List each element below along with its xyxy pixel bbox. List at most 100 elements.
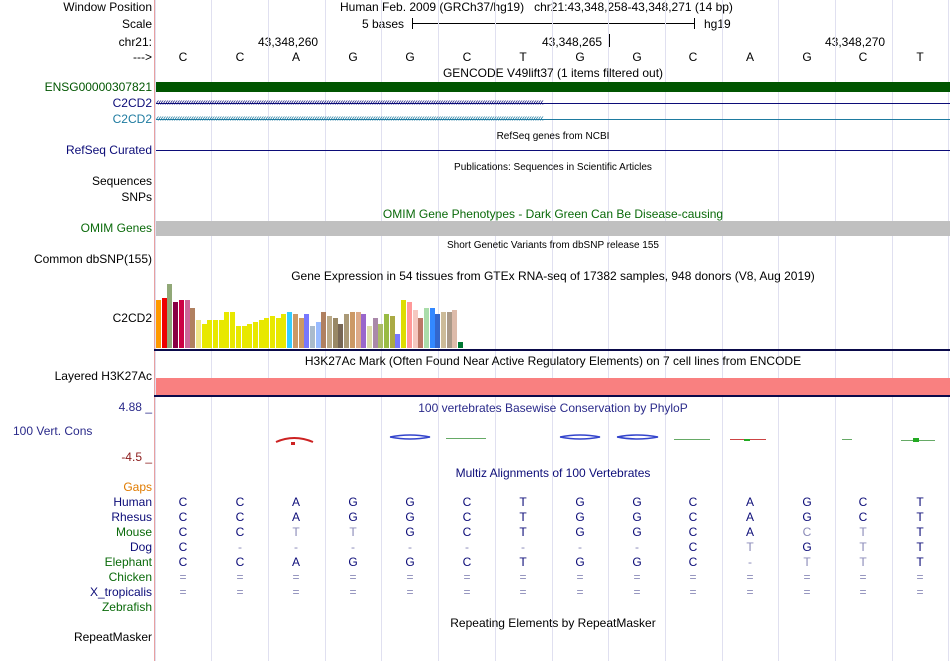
gtex-tissue-bar[interactable]: [423, 308, 429, 348]
gtex-tissue-bar[interactable]: [418, 318, 424, 348]
gtex-tissue-bar[interactable]: [452, 310, 458, 348]
gtex-tissue-bar[interactable]: [361, 314, 367, 348]
multiz-species-label[interactable]: Mouse: [115, 525, 152, 539]
phylop-track-label[interactable]: 100 Vert. Cons: [13, 424, 93, 438]
gtex-tissue-bar[interactable]: [458, 342, 464, 348]
gtex-tissue-bar[interactable]: [315, 322, 321, 348]
omim-track-label[interactable]: OMIM Genes: [80, 221, 152, 235]
refseq-track-label[interactable]: RefSeq Curated: [65, 143, 152, 157]
gtex-tissue-bar[interactable]: [309, 326, 315, 348]
omim-phenotype-bar[interactable]: [156, 221, 950, 236]
gtex-tissue-bar[interactable]: [167, 284, 173, 348]
gtex-tissue-bar[interactable]: [156, 300, 161, 348]
multiz-gaps-label[interactable]: Gaps: [123, 480, 152, 494]
gtex-tissue-bar[interactable]: [344, 314, 350, 348]
gtex-tissue-bar[interactable]: [184, 300, 190, 348]
gtex-tissue-bar[interactable]: [395, 334, 401, 348]
publications-sequences-label[interactable]: Sequences: [91, 174, 152, 188]
h3k27ac-track-title[interactable]: H3K27Ac Mark (Often Found Near Active Re…: [304, 354, 802, 368]
multiz-species-label[interactable]: Elephant: [104, 555, 152, 569]
multiz-species-label[interactable]: Zebrafish: [101, 600, 152, 614]
gtex-tissue-bar[interactable]: [281, 314, 287, 348]
gtex-tissue-bar[interactable]: [327, 316, 332, 348]
gtex-tissue-bar[interactable]: [298, 318, 304, 348]
base-guide-line: [495, 0, 496, 661]
phylop-track-title[interactable]: 100 vertebrates Basewise Conservation by…: [418, 401, 688, 415]
gencode-gene-label-2[interactable]: C2CD2: [112, 112, 152, 126]
gtex-tissue-bar[interactable]: [355, 312, 361, 348]
gtex-track-label[interactable]: C2CD2: [112, 311, 152, 325]
gtex-tissue-bar[interactable]: [435, 314, 441, 348]
publications-track-title[interactable]: Publications: Sequences in Scientific Ar…: [454, 162, 652, 173]
gtex-tissue-bar[interactable]: [235, 326, 241, 348]
multiz-species-label[interactable]: Chicken: [108, 570, 152, 584]
h3k27ac-track-label[interactable]: Layered H3K27Ac: [54, 369, 152, 383]
gtex-tissue-bar[interactable]: [406, 302, 412, 348]
gtex-tissue-bar[interactable]: [258, 320, 264, 348]
gtex-tissue-bar[interactable]: [338, 324, 344, 348]
gtex-track-title[interactable]: Gene Expression in 54 tissues from GTEx …: [291, 269, 815, 283]
refseq-gene-line[interactable]: [156, 150, 950, 151]
refseq-track-title[interactable]: RefSeq genes from NCBI: [496, 131, 610, 142]
gtex-tissue-bar[interactable]: [441, 312, 446, 348]
gencode-gene-label-1[interactable]: C2CD2: [112, 96, 152, 110]
gtex-tissue-bar[interactable]: [218, 320, 224, 348]
phylop-min-label: -4.5 _: [121, 450, 152, 464]
multiz-species-label[interactable]: Rhesus: [111, 510, 152, 524]
gtex-expression-chart[interactable]: [156, 282, 556, 348]
multiz-species-label[interactable]: Dog: [129, 540, 152, 554]
gtex-tissue-bar[interactable]: [241, 326, 247, 348]
gtex-tissue-bar[interactable]: [384, 314, 389, 348]
multiz-base: =: [803, 585, 811, 599]
phylop-signal[interactable]: [156, 430, 950, 450]
omim-track-title[interactable]: OMIM Gene Phenotypes - Dark Green Can Be…: [382, 207, 724, 221]
dbsnp-track-label[interactable]: Common dbSNP(155): [33, 252, 152, 266]
gtex-tissue-bar[interactable]: [378, 324, 384, 348]
gtex-tissue-bar[interactable]: [178, 300, 184, 348]
gtex-tissue-bar[interactable]: [173, 302, 179, 348]
gtex-tissue-bar[interactable]: [349, 312, 355, 348]
gtex-tissue-bar[interactable]: [321, 312, 327, 348]
gtex-tissue-bar[interactable]: [190, 308, 196, 348]
gtex-tissue-bar[interactable]: [224, 312, 230, 348]
gencode-gene-bar[interactable]: [156, 82, 950, 92]
gtex-tissue-bar[interactable]: [366, 326, 372, 348]
repeatmasker-track-title[interactable]: Repeating Elements by RepeatMasker: [450, 616, 656, 630]
multiz-species-label[interactable]: X_tropicalis: [89, 585, 152, 599]
gencode-gene-id-label[interactable]: ENSG00000307821: [44, 80, 152, 94]
gencode-track-title[interactable]: GENCODE V49lift37 (1 items filtered out): [442, 66, 664, 80]
h3k27ac-signal-bar[interactable]: [156, 378, 950, 395]
gencode-gene-line-1[interactable]: [156, 103, 950, 104]
publications-snps-label[interactable]: SNPs: [121, 190, 152, 204]
gtex-tissue-bar[interactable]: [275, 318, 281, 348]
gtex-tissue-bar[interactable]: [230, 312, 236, 348]
gtex-tissue-bar[interactable]: [207, 320, 213, 348]
gtex-tissue-bar[interactable]: [247, 324, 253, 348]
gtex-tissue-bar[interactable]: [287, 312, 293, 348]
gtex-tissue-bar[interactable]: [372, 318, 378, 348]
gtex-tissue-bar[interactable]: [429, 308, 435, 348]
gtex-tissue-bar[interactable]: [389, 316, 395, 348]
gtex-tissue-bar[interactable]: [332, 318, 338, 348]
gtex-tissue-bar[interactable]: [446, 312, 452, 348]
gtex-tissue-bar[interactable]: [401, 300, 407, 348]
gtex-tissue-bar[interactable]: [161, 298, 167, 348]
gtex-tissue-bar[interactable]: [412, 310, 418, 348]
gtex-tissue-bar[interactable]: [213, 320, 218, 348]
gtex-tissue-bar[interactable]: [270, 316, 275, 348]
multiz-species-label[interactable]: Human: [113, 495, 152, 509]
gtex-tissue-bar[interactable]: [201, 324, 207, 348]
gtex-tissue-bar[interactable]: [292, 314, 298, 348]
repeatmasker-track-label[interactable]: RepeatMasker: [73, 630, 152, 644]
gtex-tissue-bar[interactable]: [304, 314, 310, 348]
dbsnp-track-title[interactable]: Short Genetic Variants from dbSNP releas…: [447, 240, 659, 251]
reference-base: G: [405, 50, 415, 64]
gtex-tissue-bar[interactable]: [264, 318, 270, 348]
gencode-gene-line-2[interactable]: [156, 119, 950, 120]
scale-bar-right-tick: [694, 18, 695, 29]
multiz-base: G: [575, 510, 585, 524]
multiz-track-title[interactable]: Multiz Alignments of 100 Vertebrates: [455, 466, 651, 480]
gtex-tissue-bar[interactable]: [252, 322, 258, 348]
base-guide-line: [722, 0, 723, 661]
gtex-tissue-bar[interactable]: [195, 320, 201, 348]
